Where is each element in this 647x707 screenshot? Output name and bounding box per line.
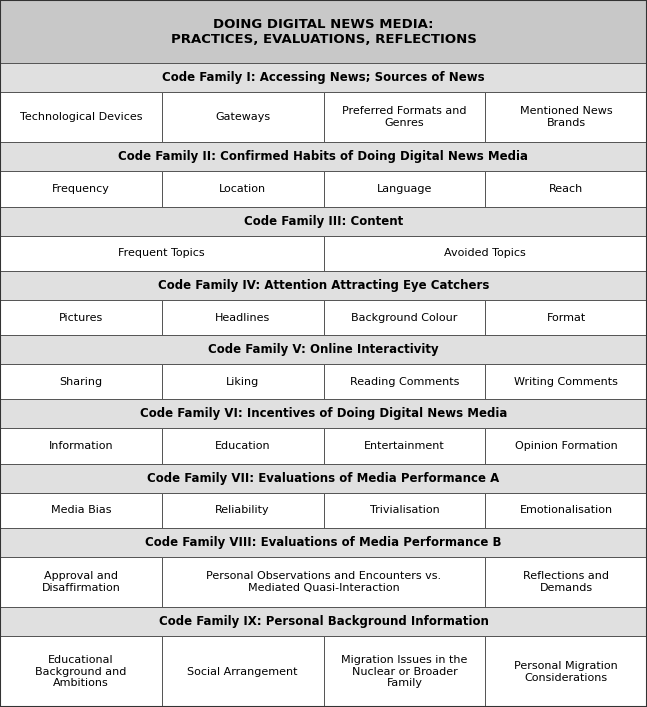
Text: Mentioned News
Brands: Mentioned News Brands bbox=[520, 106, 613, 128]
Bar bbox=[0, 399, 647, 428]
Bar bbox=[485, 493, 647, 528]
Text: Emotionalisation: Emotionalisation bbox=[520, 506, 613, 515]
Bar bbox=[0, 235, 324, 271]
Bar bbox=[0, 92, 162, 142]
Text: Gateways: Gateways bbox=[215, 112, 270, 122]
Text: Information: Information bbox=[49, 441, 113, 451]
Bar bbox=[485, 428, 647, 464]
Bar bbox=[162, 92, 324, 142]
Text: Reflections and
Demands: Reflections and Demands bbox=[523, 571, 609, 593]
Bar bbox=[0, 528, 647, 557]
Bar bbox=[324, 364, 485, 399]
Text: Technological Devices: Technological Devices bbox=[19, 112, 142, 122]
Bar bbox=[324, 300, 485, 335]
Text: Migration Issues in the
Nuclear or Broader
Family: Migration Issues in the Nuclear or Broad… bbox=[341, 655, 468, 689]
Bar bbox=[162, 364, 324, 399]
Text: Frequent Topics: Frequent Topics bbox=[118, 248, 205, 258]
Bar bbox=[0, 271, 647, 300]
Text: Education: Education bbox=[215, 441, 270, 451]
Text: Code Family IX: Personal Background Information: Code Family IX: Personal Background Info… bbox=[159, 615, 488, 629]
Text: Entertainment: Entertainment bbox=[364, 441, 444, 451]
Bar bbox=[324, 493, 485, 528]
Bar bbox=[0, 428, 162, 464]
Text: Frequency: Frequency bbox=[52, 184, 110, 194]
Bar bbox=[0, 206, 647, 235]
Text: Educational
Background and
Ambitions: Educational Background and Ambitions bbox=[35, 655, 127, 689]
Text: Code Family III: Content: Code Family III: Content bbox=[244, 215, 403, 228]
Text: Avoided Topics: Avoided Topics bbox=[444, 248, 526, 258]
Bar bbox=[485, 300, 647, 335]
Bar bbox=[162, 493, 324, 528]
Bar bbox=[0, 171, 162, 206]
Text: Approval and
Disaffirmation: Approval and Disaffirmation bbox=[41, 571, 120, 593]
Text: Writing Comments: Writing Comments bbox=[514, 377, 618, 387]
Text: Code Family VII: Evaluations of Media Performance A: Code Family VII: Evaluations of Media Pe… bbox=[148, 472, 499, 485]
Bar bbox=[162, 171, 324, 206]
Text: Reading Comments: Reading Comments bbox=[349, 377, 459, 387]
Bar bbox=[0, 335, 647, 364]
Bar bbox=[0, 493, 162, 528]
Text: Format: Format bbox=[547, 312, 586, 322]
Bar bbox=[485, 364, 647, 399]
Bar bbox=[0, 0, 647, 63]
Bar bbox=[485, 636, 647, 707]
Text: Location: Location bbox=[219, 184, 266, 194]
Bar bbox=[0, 300, 162, 335]
Bar bbox=[162, 557, 485, 607]
Text: Reliability: Reliability bbox=[215, 506, 270, 515]
Bar bbox=[324, 428, 485, 464]
Text: Pictures: Pictures bbox=[59, 312, 103, 322]
Text: Background Colour: Background Colour bbox=[351, 312, 457, 322]
Text: Code Family IV: Attention Attracting Eye Catchers: Code Family IV: Attention Attracting Eye… bbox=[158, 279, 489, 292]
Text: Code Family VI: Incentives of Doing Digital News Media: Code Family VI: Incentives of Doing Digi… bbox=[140, 407, 507, 421]
Text: Media Bias: Media Bias bbox=[50, 506, 111, 515]
Bar bbox=[0, 636, 162, 707]
Text: Code Family V: Online Interactivity: Code Family V: Online Interactivity bbox=[208, 343, 439, 356]
Text: Sharing: Sharing bbox=[60, 377, 102, 387]
Bar bbox=[485, 171, 647, 206]
Text: Headlines: Headlines bbox=[215, 312, 270, 322]
Text: Code Family VIII: Evaluations of Media Performance B: Code Family VIII: Evaluations of Media P… bbox=[145, 536, 502, 549]
Bar bbox=[324, 636, 485, 707]
Bar bbox=[162, 300, 324, 335]
Bar bbox=[0, 63, 647, 92]
Text: Preferred Formats and
Genres: Preferred Formats and Genres bbox=[342, 106, 466, 128]
Bar bbox=[0, 557, 162, 607]
Text: Social Arrangement: Social Arrangement bbox=[188, 667, 298, 677]
Bar bbox=[0, 142, 647, 171]
Text: Opinion Formation: Opinion Formation bbox=[515, 441, 617, 451]
Text: Reach: Reach bbox=[549, 184, 583, 194]
Text: Code Family II: Confirmed Habits of Doing Digital News Media: Code Family II: Confirmed Habits of Doin… bbox=[118, 151, 529, 163]
Text: Liking: Liking bbox=[226, 377, 259, 387]
Text: Personal Observations and Encounters vs.
Mediated Quasi-Interaction: Personal Observations and Encounters vs.… bbox=[206, 571, 441, 593]
Text: Personal Migration
Considerations: Personal Migration Considerations bbox=[514, 661, 618, 682]
Bar bbox=[485, 557, 647, 607]
Bar bbox=[0, 364, 162, 399]
Bar bbox=[324, 235, 647, 271]
Text: Trivialisation: Trivialisation bbox=[369, 506, 439, 515]
Bar bbox=[0, 607, 647, 636]
Bar bbox=[324, 171, 485, 206]
Bar bbox=[0, 464, 647, 493]
Text: DOING DIGITAL NEWS MEDIA:
PRACTICES, EVALUATIONS, REFLECTIONS: DOING DIGITAL NEWS MEDIA: PRACTICES, EVA… bbox=[171, 18, 476, 45]
Bar bbox=[324, 92, 485, 142]
Bar bbox=[162, 428, 324, 464]
Bar bbox=[162, 636, 324, 707]
Bar bbox=[485, 92, 647, 142]
Text: Language: Language bbox=[377, 184, 432, 194]
Text: Code Family I: Accessing News; Sources of News: Code Family I: Accessing News; Sources o… bbox=[162, 71, 485, 84]
